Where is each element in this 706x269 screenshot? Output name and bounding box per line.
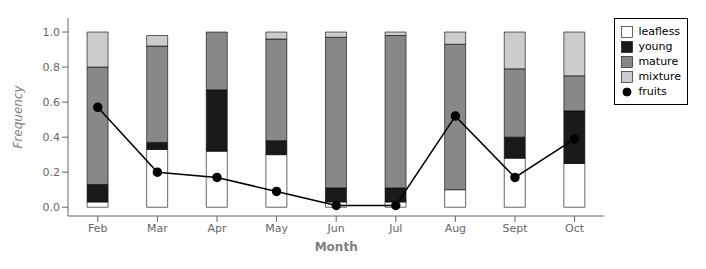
svg-text:Oct: Oct (565, 222, 585, 235)
svg-text:0.4: 0.4 (43, 131, 61, 144)
html-text:mixture: mixture (638, 70, 681, 83)
svg-text:Jun: Jun (327, 222, 345, 235)
svg-text:0.0: 0.0 (43, 201, 61, 214)
svg-text:Mar: Mar (147, 222, 168, 235)
html-text:leafless: leafless (638, 25, 681, 38)
svg-text:Aug: Aug (445, 222, 466, 235)
svg-text:Apr: Apr (207, 222, 227, 235)
svg-text:0.6: 0.6 (43, 96, 61, 109)
html-text:fruits: fruits (638, 85, 667, 98)
html-text:young: young (638, 40, 673, 53)
html-text:mature: mature (638, 55, 679, 68)
svg-text:0.2: 0.2 (43, 166, 61, 179)
svg-text:0.8: 0.8 (43, 61, 61, 74)
svg-text:Jul: Jul (388, 222, 402, 235)
svg-text:Sept: Sept (502, 222, 528, 235)
svg-text:Month: Month (315, 240, 358, 254)
svg-text:May: May (265, 222, 288, 235)
svg-text:Frequency: Frequency (11, 85, 25, 149)
svg-text:1.0: 1.0 (43, 26, 61, 39)
svg-text:Feb: Feb (88, 222, 107, 235)
